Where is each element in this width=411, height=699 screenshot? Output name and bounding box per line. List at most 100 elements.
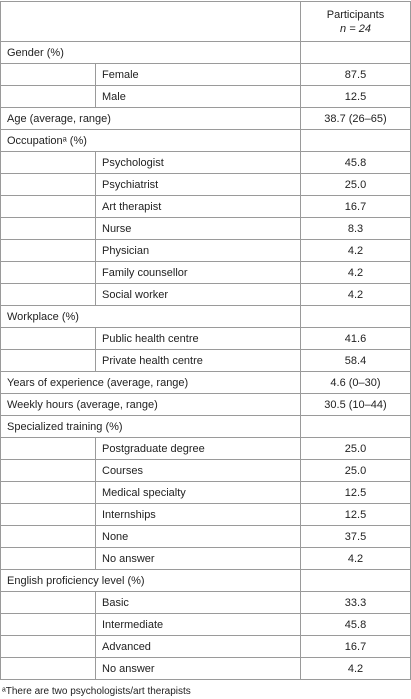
value-cell: 4.2 [300,547,411,570]
empty-cell [0,283,96,306]
item-label: Medical specialty [95,481,301,504]
value-cell: 8.3 [300,217,411,240]
empty-cell [300,569,411,592]
value-cell: 12.5 [300,481,411,504]
item-row: Physician 4.2 [0,239,411,262]
empty-cell [0,173,96,196]
empty-cell [0,547,96,570]
empty-cell [300,415,411,438]
item-label: Female [95,63,301,86]
column-title: Participants [326,8,385,21]
item-label: Public health centre [95,327,301,350]
empty-cell [0,217,96,240]
item-row: Private health centre 58.4 [0,349,411,372]
item-row: Nurse 8.3 [0,217,411,240]
value-cell: 37.5 [300,525,411,548]
value-cell: 25.0 [300,459,411,482]
item-label: Social worker [95,283,301,306]
item-row: Advanced 16.7 [0,635,411,658]
empty-cell [0,657,96,680]
section-label: Years of experience (average, range) [0,371,301,394]
value-cell: 45.8 [300,151,411,174]
sample-size: n = 24 [340,22,371,35]
item-label: No answer [95,657,301,680]
empty-cell [0,327,96,350]
value-cell: 87.5 [300,63,411,86]
item-row: Psychologist 45.8 [0,151,411,174]
value-cell: 12.5 [300,85,411,108]
empty-cell [0,261,96,284]
empty-cell [0,151,96,174]
section-row: Weekly hours (average, range) 30.5 (10–44… [0,393,411,416]
value-cell: 4.2 [300,239,411,262]
item-row: Family counsellor 4.2 [0,261,411,284]
section-row: English proficiency level (%) [0,569,411,592]
item-row: Psychiatrist 25.0 [0,173,411,196]
item-row: Postgraduate degree 25.0 [0,437,411,460]
value-cell: 41.6 [300,327,411,350]
section-row: Specialized training (%) [0,415,411,438]
value-cell: 25.0 [300,437,411,460]
empty-cell [0,591,96,614]
section-row: Occupationᵃ (%) [0,129,411,152]
value-cell: 16.7 [300,635,411,658]
section-label: Workplace (%) [0,305,301,328]
item-row: No answer 4.2 [0,547,411,570]
empty-cell [0,525,96,548]
value-cell: 33.3 [300,591,411,614]
value-cell: 45.8 [300,613,411,636]
item-label: No answer [95,547,301,570]
item-label: Psychologist [95,151,301,174]
value-cell: 4.2 [300,283,411,306]
section-row: Years of experience (average, range) 4.6 … [0,371,411,394]
item-row: Internships 12.5 [0,503,411,526]
section-label: Occupationᵃ (%) [0,129,301,152]
section-row: Age (average, range) 38.7 (26–65) [0,107,411,130]
item-row: Basic 33.3 [0,591,411,614]
empty-cell [0,349,96,372]
item-row: Medical specialty 12.5 [0,481,411,504]
item-row: None 37.5 [0,525,411,548]
empty-cell [0,239,96,262]
section-label: Age (average, range) [0,107,301,130]
empty-cell [0,437,96,460]
item-label: Physician [95,239,301,262]
section-label: Weekly hours (average, range) [0,393,301,416]
data-table: Participants n = 24 Gender (%) Female 87.5… [0,1,411,680]
table-body: Gender (%) Female 87.5 Male 12.5 Age (average… [0,41,411,680]
empty-cell [0,635,96,658]
item-label: Art therapist [95,195,301,218]
empty-cell [0,85,96,108]
item-row: Public health centre 41.6 [0,327,411,350]
item-row: No answer 4.2 [0,657,411,680]
item-label: Private health centre [95,349,301,372]
section-row: Gender (%) [0,41,411,64]
empty-cell [0,503,96,526]
item-row: Male 12.5 [0,85,411,108]
item-row: Intermediate 45.8 [0,613,411,636]
item-label: Family counsellor [95,261,301,284]
value-cell: 12.5 [300,503,411,526]
item-label: Nurse [95,217,301,240]
item-label: Postgraduate degree [95,437,301,460]
header-row: Participants n = 24 [0,1,411,42]
empty-cell [0,195,96,218]
section-row: Workplace (%) [0,305,411,328]
footnote: ᵃThere are two psychologists/art therapi… [2,686,191,697]
item-label: Male [95,85,301,108]
empty-cell [300,129,411,152]
empty-cell [300,305,411,328]
section-label: Gender (%) [0,41,301,64]
value-cell: 38.7 (26–65) [300,107,411,130]
item-label: Courses [95,459,301,482]
item-label: Intermediate [95,613,301,636]
empty-cell [300,41,411,64]
header-cell: Participants n = 24 [300,1,411,42]
item-label: Advanced [95,635,301,658]
item-label: Internships [95,503,301,526]
item-row: Female 87.5 [0,63,411,86]
item-label: Psychiatrist [95,173,301,196]
section-label: English proficiency level (%) [0,569,301,592]
value-cell: 4.2 [300,261,411,284]
